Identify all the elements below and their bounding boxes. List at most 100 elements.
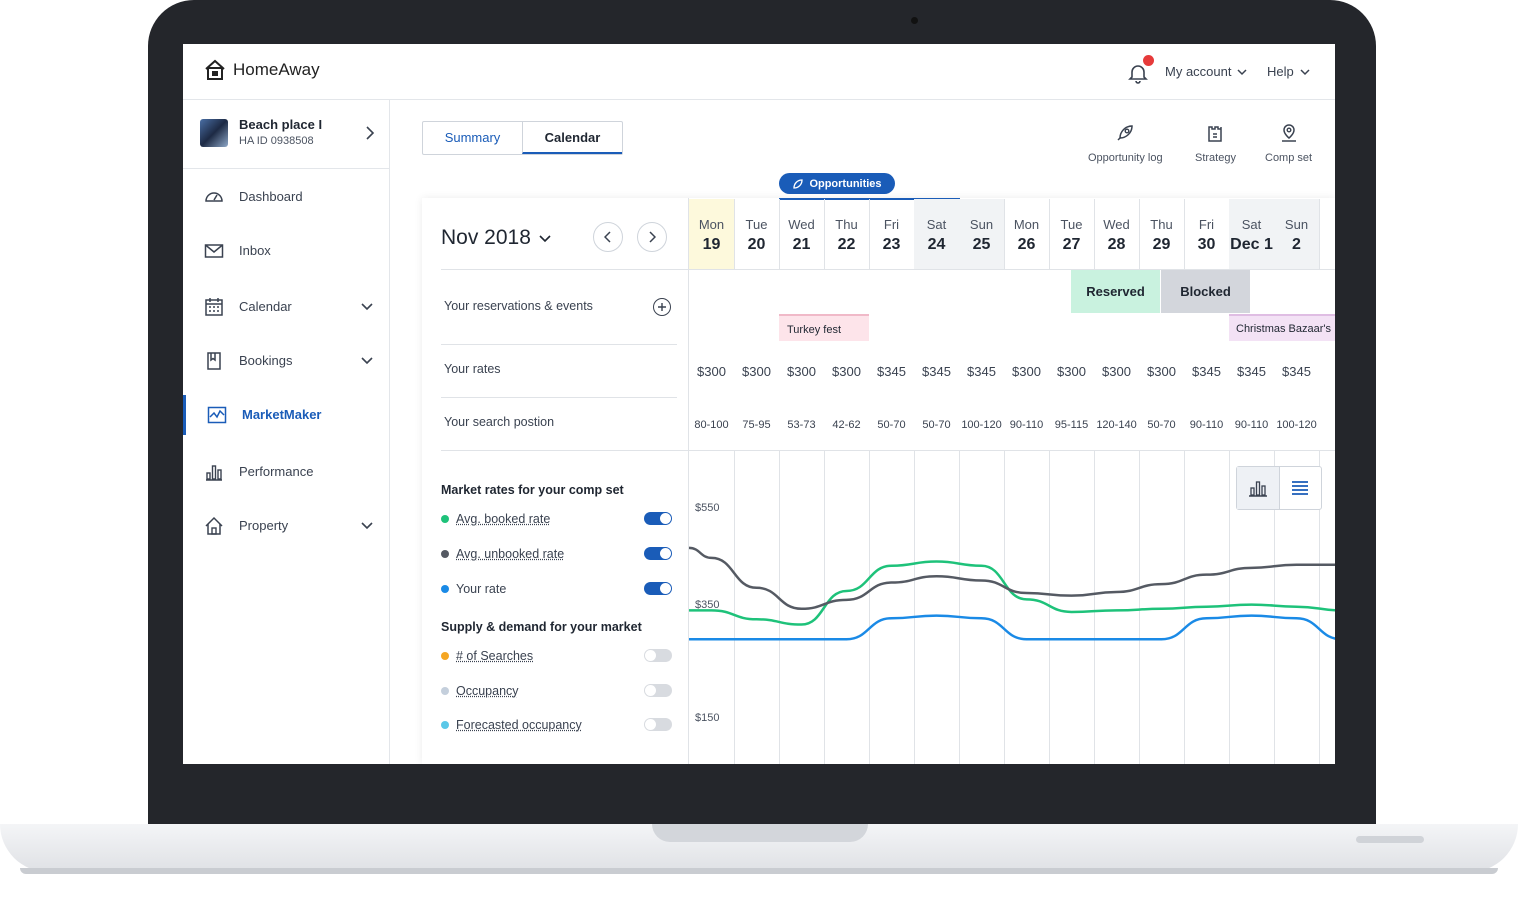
legend-label[interactable]: Avg. booked rate — [456, 512, 551, 526]
search-position-cell: 95 — [1319, 419, 1335, 431]
rate-line-chart — [689, 546, 1335, 641]
sidebar-item-calendar[interactable]: Calendar — [183, 287, 389, 327]
blocked-block[interactable]: Blocked — [1161, 270, 1250, 313]
chevron-down-icon[interactable] — [361, 355, 373, 365]
toggle-knob — [660, 583, 671, 594]
opportunities-badge[interactable]: Opportunities — [779, 173, 895, 194]
toggle-avg-unbooked-rate[interactable] — [644, 547, 672, 560]
day-header[interactable]: Sat 24 — [914, 199, 959, 269]
toggle-avg-booked-rate[interactable] — [644, 512, 672, 525]
legend-label[interactable]: Forecasted occupancy — [456, 718, 582, 732]
legend-label[interactable]: # of Searches — [456, 649, 534, 663]
day-header[interactable]: Sun 25 — [959, 199, 1004, 269]
series-dot — [441, 585, 449, 593]
sidebar-item-dashboard[interactable]: Dashboard — [183, 177, 389, 217]
legend-avg-booked-rate: Avg. booked rate — [441, 512, 550, 526]
rate-cell[interactable]: $345 — [922, 364, 951, 379]
sidebar-item-marketmaker[interactable]: MarketMaker — [183, 395, 392, 435]
rate-cell[interactable]: $300 — [787, 364, 816, 379]
chart-view-button[interactable] — [1237, 467, 1280, 509]
chevron-down-icon[interactable] — [361, 301, 373, 311]
legend-label[interactable]: Avg. unbooked rate — [456, 547, 565, 561]
rate-cell[interactable]: $300 — [1147, 364, 1176, 379]
grid-line — [1139, 451, 1140, 764]
help-menu[interactable]: Help — [1267, 64, 1310, 79]
screen: HomeAway My account Help Beach place I H… — [183, 44, 1335, 764]
toggle-knob — [645, 650, 656, 661]
toggle-your-rate[interactable] — [644, 582, 672, 595]
rate-cell[interactable]: $345 — [967, 364, 996, 379]
list-icon — [1292, 481, 1309, 495]
day-header[interactable]: Mon 19 — [689, 199, 734, 269]
grid-line — [914, 451, 915, 764]
legend-label[interactable]: Occupancy — [456, 684, 519, 698]
rate-cell[interactable]: $345 — [1192, 364, 1221, 379]
rate-cell[interactable]: $300 — [832, 364, 861, 379]
comp-set-button[interactable]: Comp set — [1265, 122, 1312, 164]
homeaway-logo-icon — [205, 59, 225, 80]
gauge-icon — [205, 192, 223, 202]
day-header[interactable]: Fri 23 — [869, 199, 914, 269]
day-header[interactable]: Tue 20 — [734, 199, 779, 269]
chevron-down-icon — [1237, 68, 1248, 75]
search-position-cell: 50-70 — [922, 419, 951, 431]
grid-line — [734, 451, 735, 764]
day-header[interactable]: Fri 30 — [1184, 199, 1229, 269]
toggle-occupancy[interactable] — [644, 684, 672, 697]
sidebar-item-property[interactable]: Property — [183, 506, 389, 546]
day-date: Dec 1 — [1230, 236, 1273, 253]
chevron-right-icon — [366, 126, 375, 140]
next-button[interactable] — [637, 222, 667, 252]
day-header[interactable]: Sat Dec 1 — [1229, 199, 1274, 269]
my-account-label: My account — [1165, 64, 1232, 79]
rate-cell[interactable]: $300 — [742, 364, 771, 379]
row-divider — [441, 450, 1335, 451]
toggle-searches[interactable] — [644, 649, 672, 662]
prev-button[interactable] — [593, 222, 623, 252]
grid-line — [1184, 199, 1185, 269]
search-position-cell: 42-62 — [832, 419, 861, 431]
grid-line — [1274, 451, 1275, 764]
opportunities-label: Opportunities — [809, 177, 882, 190]
property-selector[interactable]: Beach place I HA ID 0938508 — [183, 100, 389, 169]
strategy-button[interactable]: Strategy — [1195, 122, 1236, 164]
day-header[interactable]: Thu 22 — [824, 199, 869, 269]
my-account-menu[interactable]: My account — [1165, 64, 1248, 79]
rate-cell[interactable]: $345 — [1282, 364, 1311, 379]
opportunity-log-button[interactable]: Opportunity log — [1088, 122, 1163, 164]
help-label: Help — [1267, 64, 1294, 79]
tab-summary[interactable]: Summary — [444, 130, 501, 145]
day-header[interactable]: Sun 2 — [1274, 199, 1319, 269]
market-rates-heading: Market rates for your comp set — [441, 483, 624, 497]
day-header[interactable]: M — [1319, 199, 1335, 269]
rate-cell[interactable]: $345 — [1237, 364, 1266, 379]
month-selector[interactable]: Nov 2018 — [441, 226, 551, 250]
rate-cell[interactable]: $300 — [697, 364, 726, 379]
day-header[interactable]: Tue 27 — [1049, 199, 1094, 269]
day-header[interactable]: Wed 21 — [779, 199, 824, 269]
rate-cell[interactable]: $ — [1319, 364, 1335, 379]
rate-cell[interactable]: $300 — [1012, 364, 1041, 379]
day-header[interactable]: Mon 26 — [1004, 199, 1049, 269]
tab-calendar[interactable]: Calendar — [522, 122, 622, 154]
rate-cell[interactable]: $300 — [1057, 364, 1086, 379]
rate-cell[interactable]: $345 — [877, 364, 906, 379]
rate-cell[interactable]: $300 — [1102, 364, 1131, 379]
chevron-down-icon[interactable] — [361, 520, 373, 530]
bell-icon[interactable] — [1127, 62, 1149, 84]
reserved-block[interactable]: Reserved — [1071, 270, 1160, 313]
series-line — [689, 560, 1335, 626]
day-header[interactable]: Wed 28 — [1094, 199, 1139, 269]
list-view-button[interactable] — [1280, 467, 1322, 509]
logo[interactable]: HomeAway — [203, 58, 320, 82]
sidebar-item-bookings[interactable]: Bookings — [183, 341, 389, 381]
sidebar-item-inbox[interactable]: Inbox — [183, 231, 389, 271]
add-event-button[interactable] — [653, 298, 671, 316]
sidebar-item-performance[interactable]: Performance — [183, 452, 389, 492]
turkey-fest-event[interactable]: Turkey fest — [779, 314, 869, 341]
toggle-forecasted-occupancy[interactable] — [644, 718, 672, 731]
christmas-bazaar-event[interactable]: Christmas Bazaar's — [1229, 314, 1335, 341]
laptop-notch — [652, 824, 868, 842]
search-position-cell: 90-110 — [1234, 419, 1269, 431]
day-header[interactable]: Thu 29 — [1139, 199, 1184, 269]
